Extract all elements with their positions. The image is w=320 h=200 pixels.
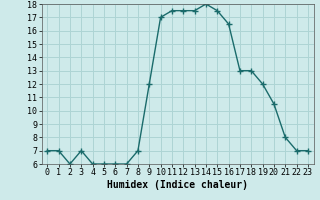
- X-axis label: Humidex (Indice chaleur): Humidex (Indice chaleur): [107, 180, 248, 190]
